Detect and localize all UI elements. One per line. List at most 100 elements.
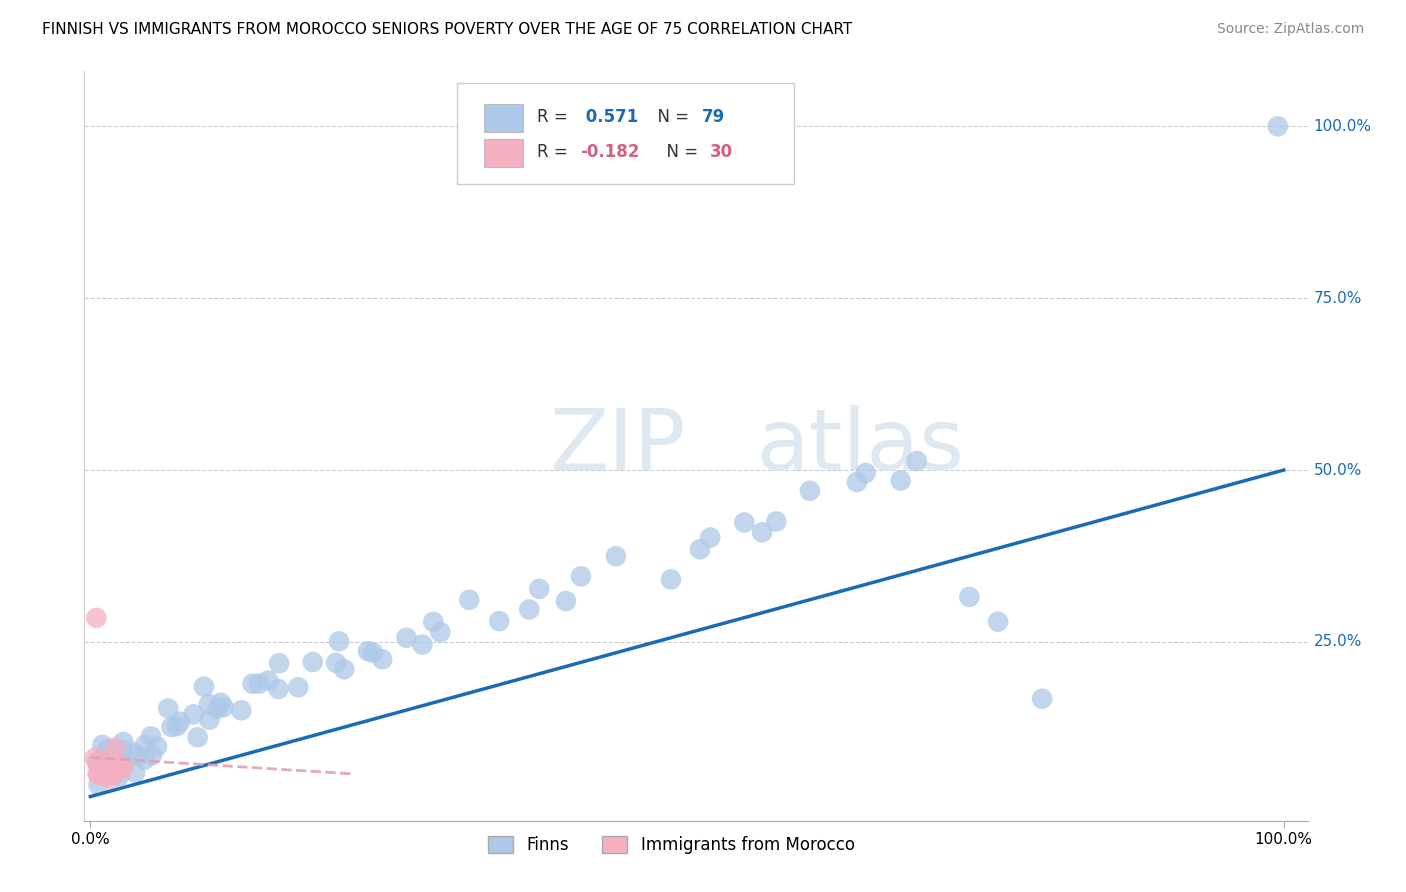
Point (110, 762, 132, 776)
Point (104, 747, 127, 761)
Point (733, 516, 755, 530)
Point (689, 542, 711, 557)
Point (134, 738, 156, 752)
Point (247, 676, 270, 690)
Text: 100.0%: 100.0% (1313, 119, 1371, 134)
Point (111, 749, 134, 764)
Point (104, 763, 127, 777)
Point (855, 466, 877, 480)
Point (301, 655, 323, 669)
Point (569, 569, 592, 583)
Text: R =: R = (537, 108, 574, 126)
Point (87, 759, 110, 773)
Point (605, 549, 627, 564)
Point (395, 631, 418, 645)
Point (110, 745, 132, 759)
Point (141, 748, 163, 763)
Point (89, 756, 111, 770)
Point (845, 475, 868, 489)
Point (212, 700, 235, 714)
Point (96, 742, 118, 756)
Point (107, 758, 129, 772)
Point (108, 757, 131, 772)
Point (357, 644, 380, 658)
Point (242, 677, 264, 691)
Legend: Finns, Immigrants from Morocco: Finns, Immigrants from Morocco (481, 830, 862, 861)
Text: atlas: atlas (758, 404, 965, 488)
Text: FINNISH VS IMMIGRANTS FROM MOROCCO SENIORS POVERTY OVER THE AGE OF 75 CORRELATIO: FINNISH VS IMMIGRANTS FROM MOROCCO SENIO… (42, 22, 852, 37)
Point (101, 761, 124, 775)
Point (554, 594, 576, 608)
Point (93, 760, 115, 774)
Point (90, 761, 112, 775)
Point (93, 766, 115, 780)
Point (112, 735, 135, 749)
FancyBboxPatch shape (457, 83, 794, 184)
Point (112, 756, 135, 771)
Point (361, 646, 384, 660)
Point (765, 515, 787, 529)
Point (94, 745, 117, 759)
FancyBboxPatch shape (484, 103, 523, 132)
Point (112, 760, 135, 774)
Point (987, 615, 1010, 629)
Point (166, 719, 188, 733)
Point (86, 767, 108, 781)
Point (98, 765, 121, 780)
Point (93, 766, 115, 780)
Point (169, 714, 191, 729)
Text: 0.571: 0.571 (579, 108, 638, 126)
Point (86, 756, 108, 770)
Point (83, 751, 105, 765)
Text: 50.0%: 50.0% (1313, 463, 1362, 477)
Point (94, 765, 117, 780)
Text: 30: 30 (710, 144, 733, 161)
Text: 25.0%: 25.0% (1313, 634, 1362, 649)
Point (659, 573, 682, 587)
Point (104, 740, 127, 755)
Point (139, 730, 162, 744)
Point (108, 765, 131, 780)
Point (103, 763, 125, 777)
Point (1031, 691, 1053, 706)
Point (187, 731, 209, 745)
Point (87, 778, 110, 792)
Point (124, 765, 146, 780)
Point (111, 742, 134, 756)
Point (100, 772, 122, 786)
Point (799, 483, 821, 498)
Point (157, 701, 180, 715)
Point (699, 531, 721, 545)
Point (108, 754, 131, 768)
Point (529, 582, 551, 596)
Text: -0.182: -0.182 (579, 144, 640, 161)
Text: 75.0%: 75.0% (1313, 291, 1362, 306)
Point (91, 769, 114, 783)
Point (751, 525, 773, 540)
FancyBboxPatch shape (484, 139, 523, 168)
Text: N =: N = (655, 144, 703, 161)
Point (108, 769, 131, 783)
Point (87, 766, 110, 780)
Point (429, 625, 451, 640)
Point (267, 656, 290, 670)
Point (488, 614, 510, 628)
Text: ZIP: ZIP (550, 404, 686, 488)
Point (371, 652, 394, 666)
Point (193, 680, 215, 694)
Point (160, 720, 183, 734)
Point (86, 755, 108, 769)
Point (90, 766, 112, 780)
Point (101, 767, 124, 781)
Point (134, 753, 156, 767)
Point (957, 590, 980, 604)
Point (91, 764, 114, 778)
Point (97, 759, 120, 773)
Point (97, 766, 120, 780)
Point (411, 638, 433, 652)
Point (97, 753, 120, 767)
Point (198, 713, 221, 727)
Point (146, 739, 169, 754)
Point (328, 634, 350, 648)
Point (333, 662, 356, 676)
